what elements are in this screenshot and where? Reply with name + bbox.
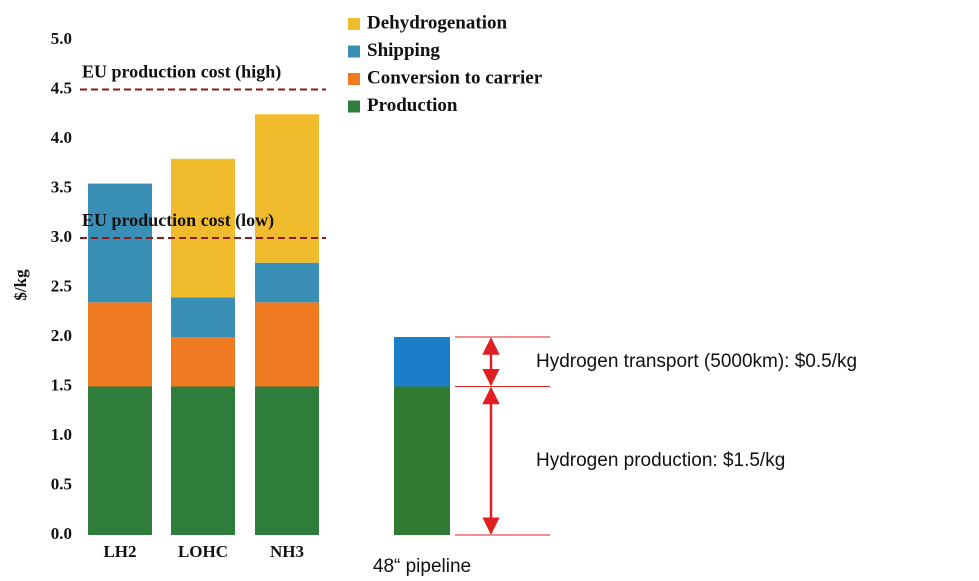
y-tick-label: 1.5	[51, 375, 72, 394]
x-tick-label: LOHC	[178, 542, 228, 561]
y-tick-label: 1.0	[51, 425, 72, 444]
legend-swatch	[348, 73, 360, 85]
annotation: Hydrogen production: $1.5/kg	[536, 450, 785, 471]
bar-segment	[88, 386, 152, 535]
bar-segment	[255, 262, 319, 303]
annotation: Hydrogen transport (5000km): $0.5/kg	[536, 351, 857, 372]
bar-segment	[171, 297, 235, 337]
legend-label: Production	[367, 95, 458, 116]
bar-segment	[255, 302, 319, 387]
legend-swatch	[348, 100, 360, 113]
reference-label: EU production cost (low)	[82, 210, 274, 231]
bar-segment	[171, 386, 235, 535]
bar-segment	[394, 337, 450, 387]
y-tick-label: 5.0	[51, 29, 72, 48]
y-tick-label: 2.5	[51, 276, 72, 295]
x-tick-label: NH3	[270, 542, 304, 561]
bar-segment	[171, 158, 235, 298]
y-tick-label: 0.5	[51, 474, 72, 493]
legend-label: Shipping	[367, 40, 440, 61]
legend-label: Conversion to carrier	[367, 67, 543, 88]
y-tick-label: 3.5	[51, 177, 72, 196]
y-tick-label: 4.0	[51, 128, 72, 147]
bar-segment	[171, 337, 235, 387]
y-tick-label: 4.5	[51, 78, 72, 97]
y-axis-label: $/kg	[11, 269, 30, 301]
x-tick-label: 48“ pipeline	[373, 556, 471, 577]
y-tick-label: 2.0	[51, 326, 72, 345]
y-tick-label: 0.0	[51, 524, 72, 543]
bar-segment	[394, 386, 450, 535]
reference-label: EU production cost (high)	[82, 62, 281, 83]
bar-segment	[255, 386, 319, 535]
legend-swatch	[348, 45, 360, 58]
legend-swatch	[348, 18, 360, 30]
bar-segment	[88, 302, 152, 387]
bar-segment	[88, 183, 152, 303]
x-tick-label: LH2	[103, 542, 136, 561]
bar-segment	[255, 114, 319, 263]
legend-label: Dehydrogenation	[367, 12, 507, 33]
y-tick-label: 3.0	[51, 227, 72, 246]
